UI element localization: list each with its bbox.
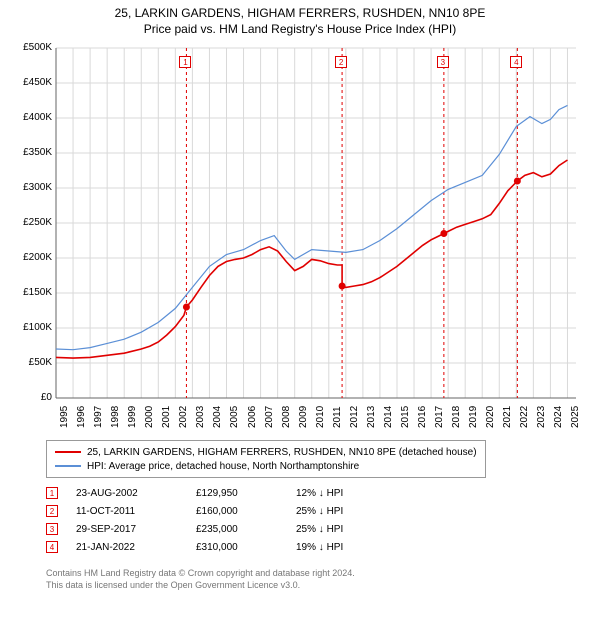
y-tick-label: £450K [23, 77, 52, 88]
x-tick-label: 2001 [161, 406, 172, 428]
x-tick-label: 2021 [502, 406, 513, 428]
x-tick-label: 1995 [59, 406, 70, 428]
x-tick-label: 2011 [332, 406, 343, 428]
marker-table-row: 2 11-OCT-2011£160,00025% ↓ HPI [46, 502, 416, 520]
marker-price: £160,000 [196, 506, 296, 517]
marker-badge: 1 [46, 487, 58, 499]
x-tick-label: 2008 [281, 406, 292, 428]
footer-line1: Contains HM Land Registry data © Crown c… [46, 568, 355, 580]
chart-marker-badge: 4 [510, 56, 522, 68]
x-tick-label: 2004 [212, 406, 223, 428]
x-tick-label: 2016 [417, 406, 428, 428]
marker-delta: 25% ↓ HPI [296, 524, 416, 535]
marker-delta: 19% ↓ HPI [296, 542, 416, 553]
x-tick-label: 2015 [400, 406, 411, 428]
x-tick-label: 1997 [93, 406, 104, 428]
chart-marker-badge: 3 [437, 56, 449, 68]
x-tick-label: 2002 [178, 406, 189, 428]
marker-price: £129,950 [196, 488, 296, 499]
y-tick-label: £100K [23, 322, 52, 333]
legend-label: 25, LARKIN GARDENS, HIGHAM FERRERS, RUSH… [87, 447, 477, 458]
y-tick-label: £400K [23, 112, 52, 123]
marker-price: £310,000 [196, 542, 296, 553]
x-tick-label: 2024 [553, 406, 564, 428]
x-tick-label: 2022 [519, 406, 530, 428]
legend: 25, LARKIN GARDENS, HIGHAM FERRERS, RUSH… [46, 440, 486, 478]
x-tick-label: 2025 [570, 406, 581, 428]
footer-attribution: Contains HM Land Registry data © Crown c… [46, 568, 355, 591]
x-tick-label: 1998 [110, 406, 121, 428]
x-tick-label: 2009 [298, 406, 309, 428]
y-tick-label: £350K [23, 147, 52, 158]
y-tick-label: £150K [23, 287, 52, 298]
x-tick-label: 2010 [315, 406, 326, 428]
legend-row: 25, LARKIN GARDENS, HIGHAM FERRERS, RUSH… [55, 445, 477, 459]
chart-container: 25, LARKIN GARDENS, HIGHAM FERRERS, RUSH… [0, 0, 600, 620]
x-tick-label: 2019 [468, 406, 479, 428]
marker-date: 21-JAN-2022 [76, 542, 196, 553]
y-tick-label: £250K [23, 217, 52, 228]
x-tick-label: 2006 [247, 406, 258, 428]
legend-swatch [55, 451, 81, 453]
legend-label: HPI: Average price, detached house, Nort… [87, 461, 359, 472]
marker-date: 11-OCT-2011 [76, 506, 196, 517]
legend-row: HPI: Average price, detached house, Nort… [55, 459, 477, 473]
x-tick-label: 2014 [383, 406, 394, 428]
marker-badge: 2 [46, 505, 58, 517]
y-tick-label: £200K [23, 252, 52, 263]
marker-table-row: 4 21-JAN-2022£310,00019% ↓ HPI [46, 538, 416, 556]
chart-marker-badge: 2 [335, 56, 347, 68]
x-tick-label: 2003 [195, 406, 206, 428]
x-tick-label: 2013 [366, 406, 377, 428]
y-tick-label: £50K [29, 357, 52, 368]
marker-date: 23-AUG-2002 [76, 488, 196, 499]
chart-marker-badge: 1 [179, 56, 191, 68]
marker-delta: 25% ↓ HPI [296, 506, 416, 517]
legend-swatch [55, 465, 81, 467]
marker-delta: 12% ↓ HPI [296, 488, 416, 499]
x-tick-label: 2007 [264, 406, 275, 428]
marker-badge: 3 [46, 523, 58, 535]
x-tick-label: 2020 [485, 406, 496, 428]
y-tick-label: £500K [23, 42, 52, 53]
marker-table-row: 3 29-SEP-2017£235,00025% ↓ HPI [46, 520, 416, 538]
y-tick-label: £300K [23, 182, 52, 193]
x-tick-label: 1999 [127, 406, 138, 428]
y-tick-label: £0 [41, 392, 52, 403]
marker-table-row: 1 23-AUG-2002£129,95012% ↓ HPI [46, 484, 416, 502]
footer-line2: This data is licensed under the Open Gov… [46, 580, 355, 592]
x-tick-label: 2012 [349, 406, 360, 428]
x-tick-label: 2017 [434, 406, 445, 428]
x-tick-label: 1996 [76, 406, 87, 428]
marker-badge: 4 [46, 541, 58, 553]
marker-price: £235,000 [196, 524, 296, 535]
x-tick-label: 2005 [229, 406, 240, 428]
x-tick-label: 2000 [144, 406, 155, 428]
marker-date: 29-SEP-2017 [76, 524, 196, 535]
marker-table: 1 23-AUG-2002£129,95012% ↓ HPI 2 11-OCT-201… [46, 484, 416, 556]
x-tick-label: 2018 [451, 406, 462, 428]
x-tick-label: 2023 [536, 406, 547, 428]
